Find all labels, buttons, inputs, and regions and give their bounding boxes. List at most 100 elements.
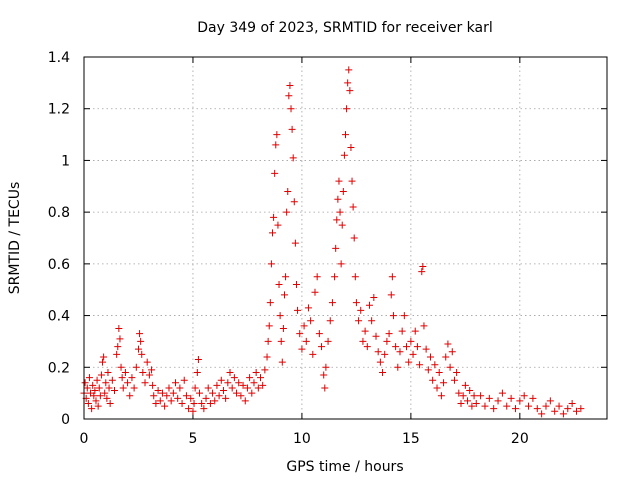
y-tick-label: 1.4 <box>48 50 70 66</box>
data-point <box>525 402 533 410</box>
data-point <box>217 376 225 384</box>
data-point <box>246 374 254 382</box>
data-point <box>338 221 346 229</box>
data-point <box>224 379 232 387</box>
data-point <box>453 368 461 376</box>
data-point <box>279 325 287 332</box>
data-point <box>448 348 456 356</box>
data-point <box>233 389 241 397</box>
data-point <box>259 381 267 389</box>
data-point <box>320 371 328 379</box>
data-point <box>149 381 157 389</box>
data-point <box>437 392 445 400</box>
data-point <box>311 288 319 296</box>
data-point <box>324 337 332 345</box>
data-point <box>111 387 119 395</box>
data-point <box>331 273 339 281</box>
data-point <box>340 151 348 159</box>
data-point <box>335 177 343 185</box>
data-point <box>150 392 158 400</box>
data-point <box>477 392 485 400</box>
data-point <box>459 392 467 400</box>
data-point <box>346 87 354 95</box>
data-point <box>243 384 251 392</box>
data-point <box>381 350 389 358</box>
data-point <box>83 384 91 392</box>
data-point <box>359 337 367 345</box>
data-point <box>336 208 344 216</box>
data-point <box>374 348 382 356</box>
data-point <box>277 337 285 345</box>
y-tick-label: 1.2 <box>48 102 70 118</box>
data-point <box>215 392 223 400</box>
data-point <box>555 402 563 410</box>
data-point <box>182 392 190 400</box>
data-point <box>363 343 371 351</box>
data-point <box>326 317 334 325</box>
data-point <box>113 350 121 358</box>
data-point <box>290 198 298 206</box>
data-point <box>115 325 123 332</box>
data-point <box>533 405 541 413</box>
data-point <box>130 384 138 392</box>
data-point <box>559 410 567 418</box>
data-point <box>187 394 195 402</box>
axis-ticks: 0 5 10 15 20 0 0.2 0.4 0.6 0.8 1 1.2 1.4 <box>48 50 607 447</box>
data-point <box>206 399 214 407</box>
data-point <box>422 345 430 353</box>
data-point <box>100 353 108 361</box>
data-point <box>105 384 113 392</box>
data-point <box>285 92 293 100</box>
data-point <box>136 330 144 338</box>
data-point <box>444 340 452 348</box>
data-point <box>494 397 502 405</box>
data-point <box>396 348 404 356</box>
data-point <box>178 399 186 407</box>
data-point <box>498 389 506 397</box>
data-point <box>304 304 312 312</box>
data-point <box>137 337 145 345</box>
data-point <box>400 312 408 320</box>
data-point <box>388 273 396 281</box>
data-point <box>470 392 478 400</box>
data-point <box>167 397 175 405</box>
data-point <box>222 394 230 402</box>
data-point <box>252 368 260 376</box>
data-point <box>394 363 402 371</box>
data-point <box>457 399 465 407</box>
data-point <box>108 376 116 384</box>
data-point <box>287 105 295 113</box>
y-tick-label: 0.4 <box>48 309 70 325</box>
data-point <box>267 260 275 268</box>
data-point <box>296 330 304 338</box>
data-point <box>343 105 351 113</box>
data-point <box>180 376 188 384</box>
data-point <box>248 389 256 397</box>
data-point <box>355 317 363 325</box>
data-point <box>352 299 360 307</box>
data-point <box>321 384 329 392</box>
data-point <box>572 407 580 415</box>
data-point <box>270 213 278 221</box>
data-point <box>347 144 355 151</box>
data-point <box>282 273 290 281</box>
data-point <box>431 361 439 369</box>
data-point <box>429 376 437 384</box>
data-point <box>383 337 391 345</box>
data-point <box>392 343 400 351</box>
data-point <box>516 397 524 405</box>
data-point <box>118 374 126 382</box>
data-point <box>313 273 321 281</box>
data-point <box>273 131 281 139</box>
data-point <box>398 327 406 335</box>
data-point <box>450 376 458 384</box>
data-point <box>237 392 245 400</box>
x-tick-label: 10 <box>293 431 311 447</box>
data-point <box>241 397 249 405</box>
data-point <box>219 387 227 395</box>
data-point <box>283 208 291 216</box>
data-point <box>209 389 217 397</box>
data-point <box>195 389 203 397</box>
data-point <box>230 374 238 382</box>
